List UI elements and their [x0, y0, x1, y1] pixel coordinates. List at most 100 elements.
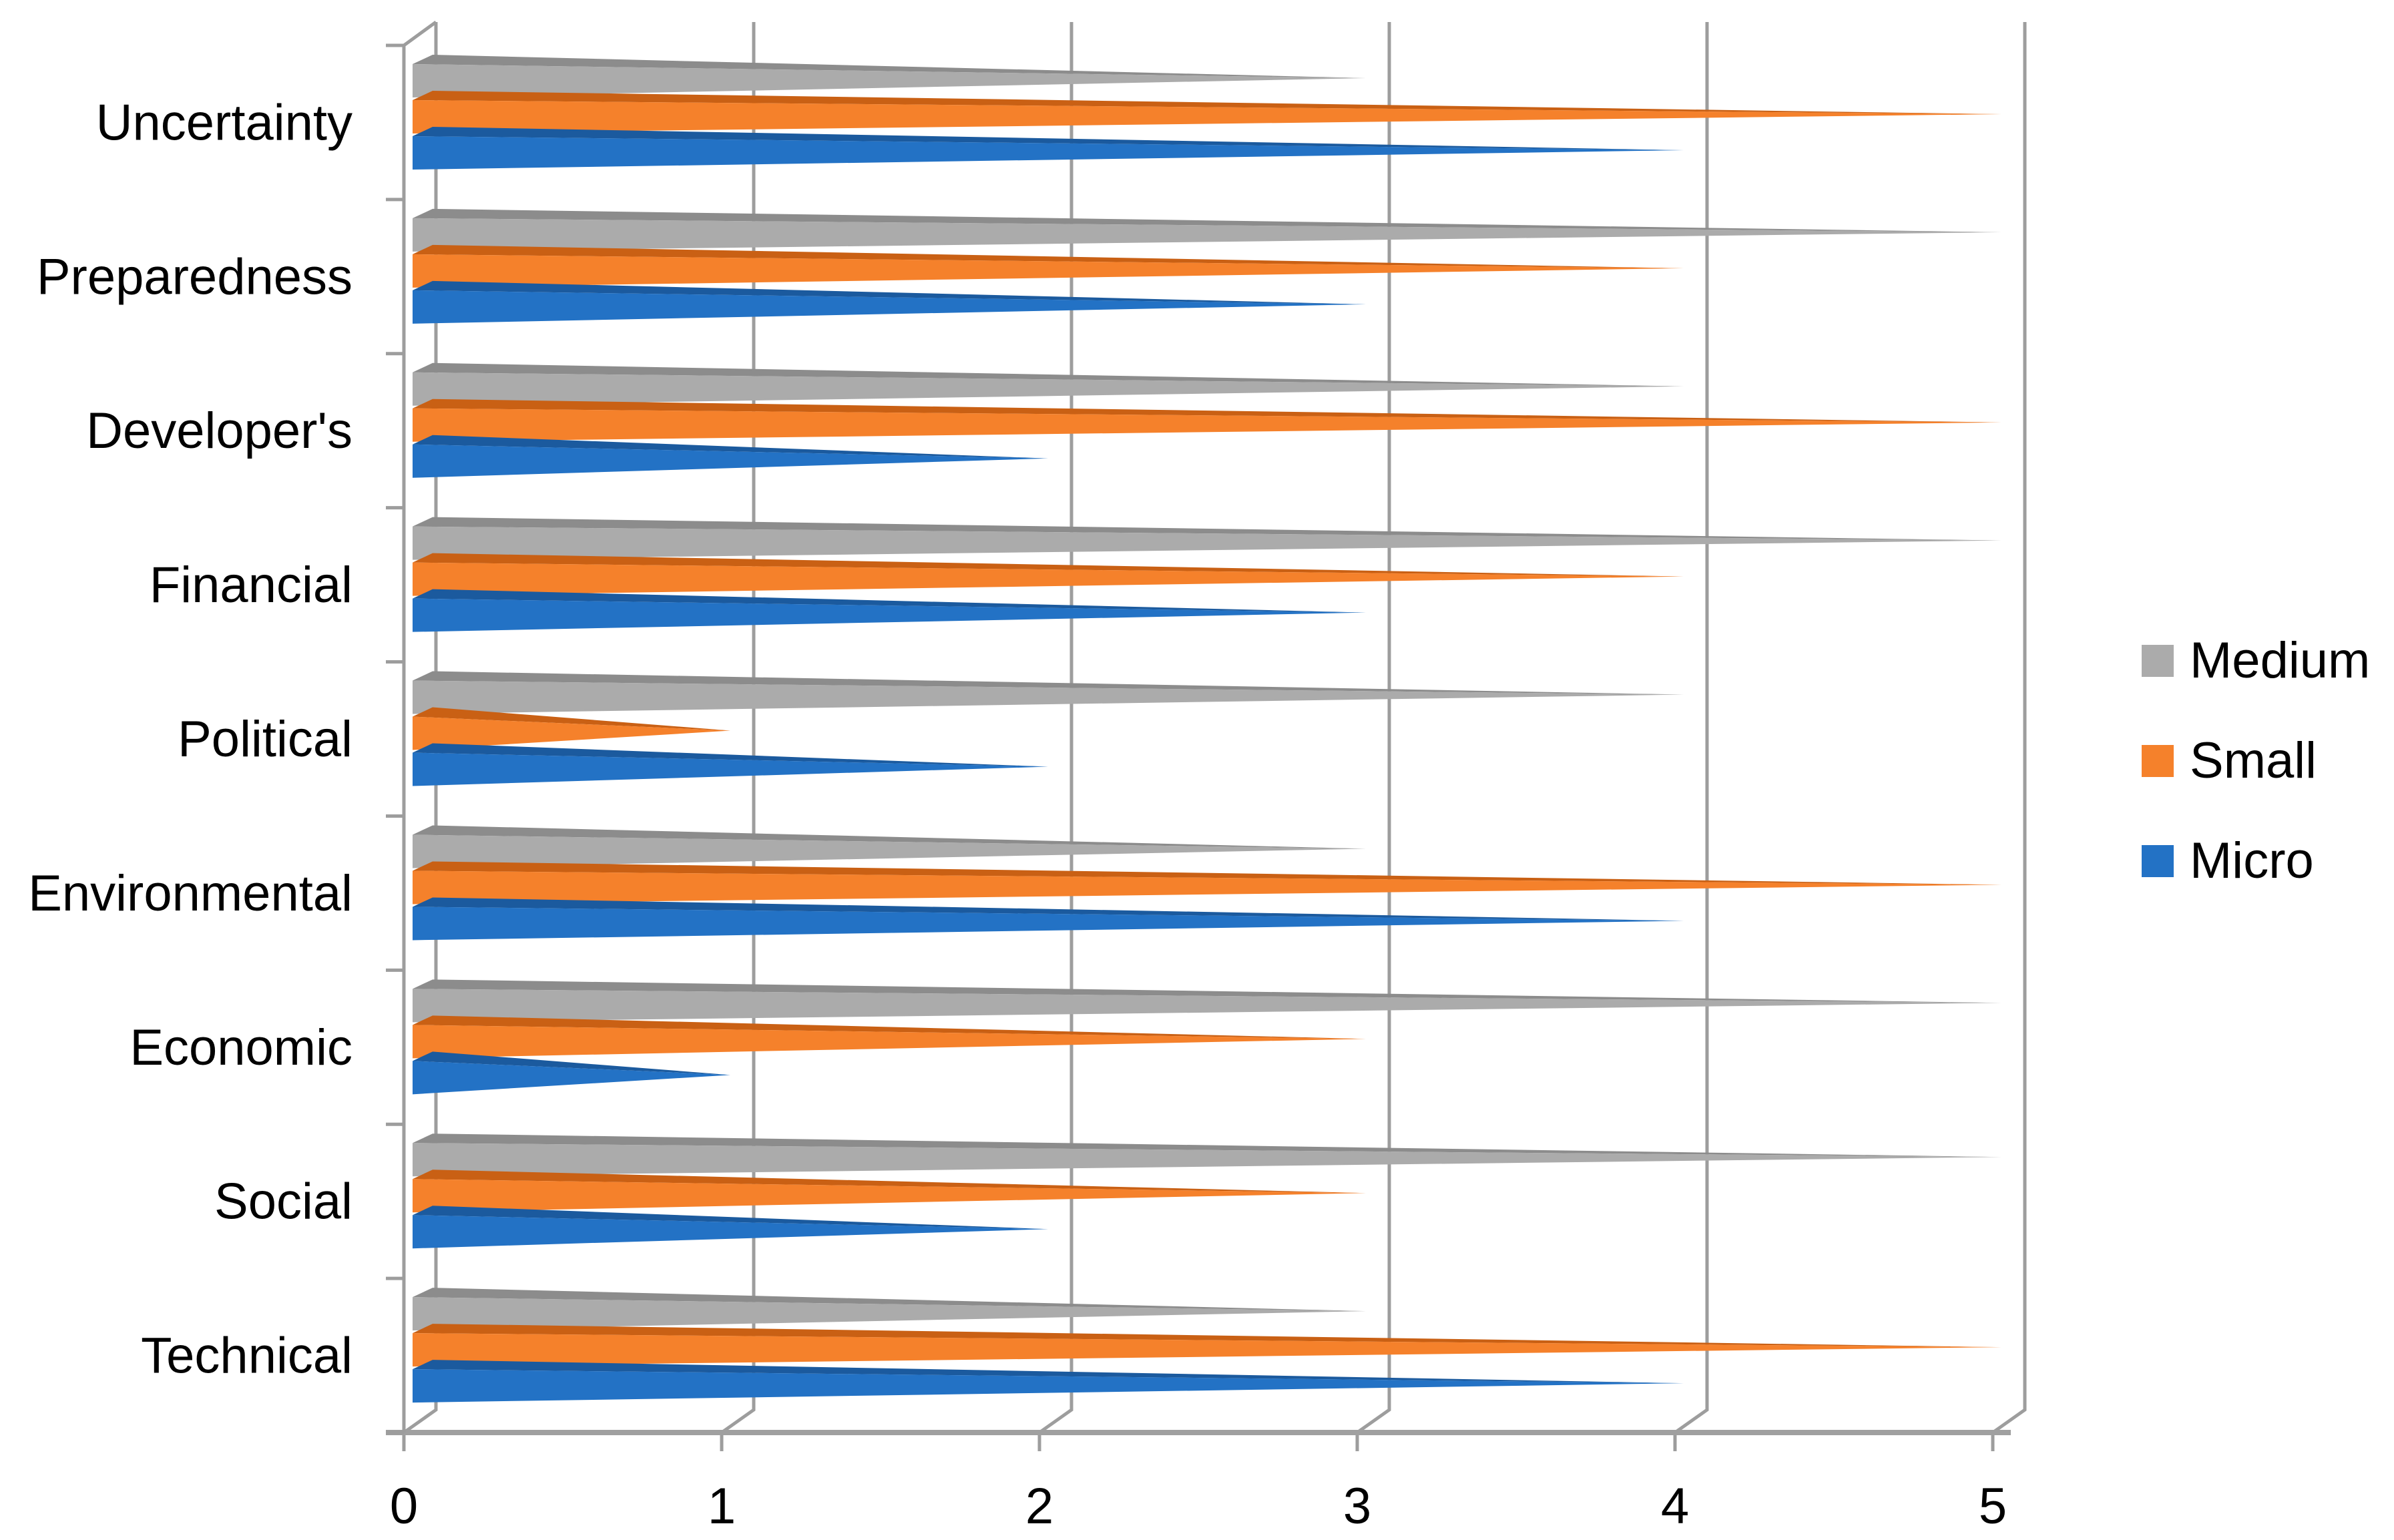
bar-top-face: [413, 1324, 2001, 1348]
bar-side-face: [413, 907, 1684, 941]
bar-top-face: [413, 208, 2001, 232]
x-axis-tick-label-0: 0: [390, 1478, 418, 1535]
x-axis-tick-label-2: 2: [1025, 1478, 1053, 1535]
bar-micro-political: [413, 743, 1048, 786]
category-label-technical: Technical: [141, 1328, 352, 1384]
bar-side-face: [413, 1333, 2001, 1367]
legend-swatch-medium: [2142, 645, 2174, 677]
bar-side-face: [413, 1297, 1366, 1331]
bar-top-face: [413, 1288, 1366, 1312]
category-label-preparedness: Preparedness: [37, 248, 352, 305]
bar-top-face: [413, 1133, 2001, 1158]
bar-side-face: [413, 562, 1684, 596]
bar-side-face: [413, 1369, 1684, 1403]
category-label-economic: Economic: [130, 1019, 352, 1076]
bar-top-face: [413, 1051, 730, 1075]
bar-small-financial: [413, 553, 1684, 596]
bar-micro-financial: [413, 589, 1366, 632]
category-label-developer-s: Developer's: [86, 403, 352, 459]
bar-top-face: [413, 91, 2001, 114]
bar-small-social: [413, 1170, 1366, 1213]
bar-micro-social: [413, 1206, 1048, 1249]
bar-top-face: [413, 825, 1366, 849]
bar-top-face: [413, 362, 1684, 387]
bar-side-face: [413, 444, 1048, 478]
legend-item-micro: Micro: [2142, 836, 2370, 886]
bar-medium-financial: [413, 517, 2001, 560]
bar-small-economic: [413, 1015, 1366, 1059]
bar-side-face: [413, 1179, 1366, 1213]
legend-swatch-micro: [2142, 845, 2174, 877]
legend-item-small: Small: [2142, 736, 2370, 786]
bar-side-face: [413, 372, 1684, 406]
bar-top-face: [413, 743, 1048, 767]
legend: Medium Small Micro: [2142, 635, 2370, 886]
gridline-4: [1674, 22, 1709, 1435]
bar-small-environmental: [413, 861, 2001, 905]
bar-side-face: [413, 64, 1366, 97]
bar-side-face: [413, 254, 1684, 288]
legend-label-small: Small: [2190, 732, 2317, 789]
bar-small-uncertainty: [413, 91, 2001, 134]
bar-medium-environmental: [413, 825, 1366, 868]
gridline-2: [1038, 22, 1073, 1435]
bar-top-face: [413, 897, 1684, 921]
bar-top-face: [413, 55, 1366, 78]
bar-side-face: [413, 526, 2001, 560]
legend-swatch-small: [2142, 745, 2174, 777]
bar-micro-environmental: [413, 897, 1684, 941]
bars: [413, 55, 2001, 1403]
gridline-1: [720, 22, 756, 1435]
bar-side-face: [413, 598, 1366, 632]
bar-side-face: [413, 218, 2001, 252]
bar-top-face: [413, 861, 2001, 885]
bar-micro-developer-s: [413, 435, 1048, 478]
bar-side-face: [413, 100, 2001, 134]
bar-micro-uncertainty: [413, 127, 1684, 170]
legend-label-medium: Medium: [2190, 632, 2371, 689]
bar-medium-preparedness: [413, 208, 2001, 252]
category-label-political: Political: [178, 711, 352, 768]
bar-small-preparedness: [413, 244, 1684, 288]
category-label-uncertainty: Uncertainty: [96, 94, 352, 151]
bar-top-face: [413, 435, 1048, 459]
bar-side-face: [413, 290, 1366, 324]
category-label-social: Social: [214, 1174, 352, 1230]
bar-side-face: [413, 408, 2001, 442]
bar-top-face: [413, 979, 2001, 1003]
bar-top-face: [413, 1206, 1048, 1230]
bar-top-face: [413, 517, 2001, 541]
category-label-financial: Financial: [150, 557, 352, 613]
legend-label-micro: Micro: [2190, 832, 2314, 889]
bar-medium-uncertainty: [413, 55, 1366, 97]
gridlines: [402, 22, 2027, 1451]
bar-medium-developer-s: [413, 362, 1684, 406]
bar-medium-economic: [413, 979, 2001, 1023]
bar-top-face: [413, 1015, 1366, 1039]
gridline-0: [403, 22, 438, 1435]
bar-medium-social: [413, 1133, 2001, 1177]
bar-medium-political: [413, 671, 1684, 714]
bar-micro-preparedness: [413, 280, 1366, 324]
gridline-3: [1356, 22, 1391, 1435]
bar-micro-economic: [413, 1051, 730, 1095]
gridline-5: [1991, 22, 2027, 1435]
bar-top-face: [413, 707, 730, 731]
bar-side-face: [413, 752, 1048, 786]
bar-top-face: [413, 1170, 1366, 1194]
bar-side-face: [413, 834, 1366, 868]
bar-top-face: [413, 671, 1684, 695]
legend-item-medium: Medium: [2142, 635, 2370, 686]
x-axis-tick-label-3: 3: [1343, 1478, 1371, 1535]
bar-top-face: [413, 1360, 1684, 1384]
bar-side-face: [413, 1061, 730, 1095]
bar-side-face: [413, 716, 730, 750]
bar-small-developer-s: [413, 399, 2001, 442]
x-axis-tick-label-5: 5: [1979, 1478, 2007, 1535]
bar-side-face: [413, 870, 2001, 905]
bar-top-face: [413, 127, 1684, 150]
bar-side-face: [413, 1143, 2001, 1177]
bar-top-face: [413, 280, 1366, 304]
bar-medium-technical: [413, 1288, 1366, 1331]
